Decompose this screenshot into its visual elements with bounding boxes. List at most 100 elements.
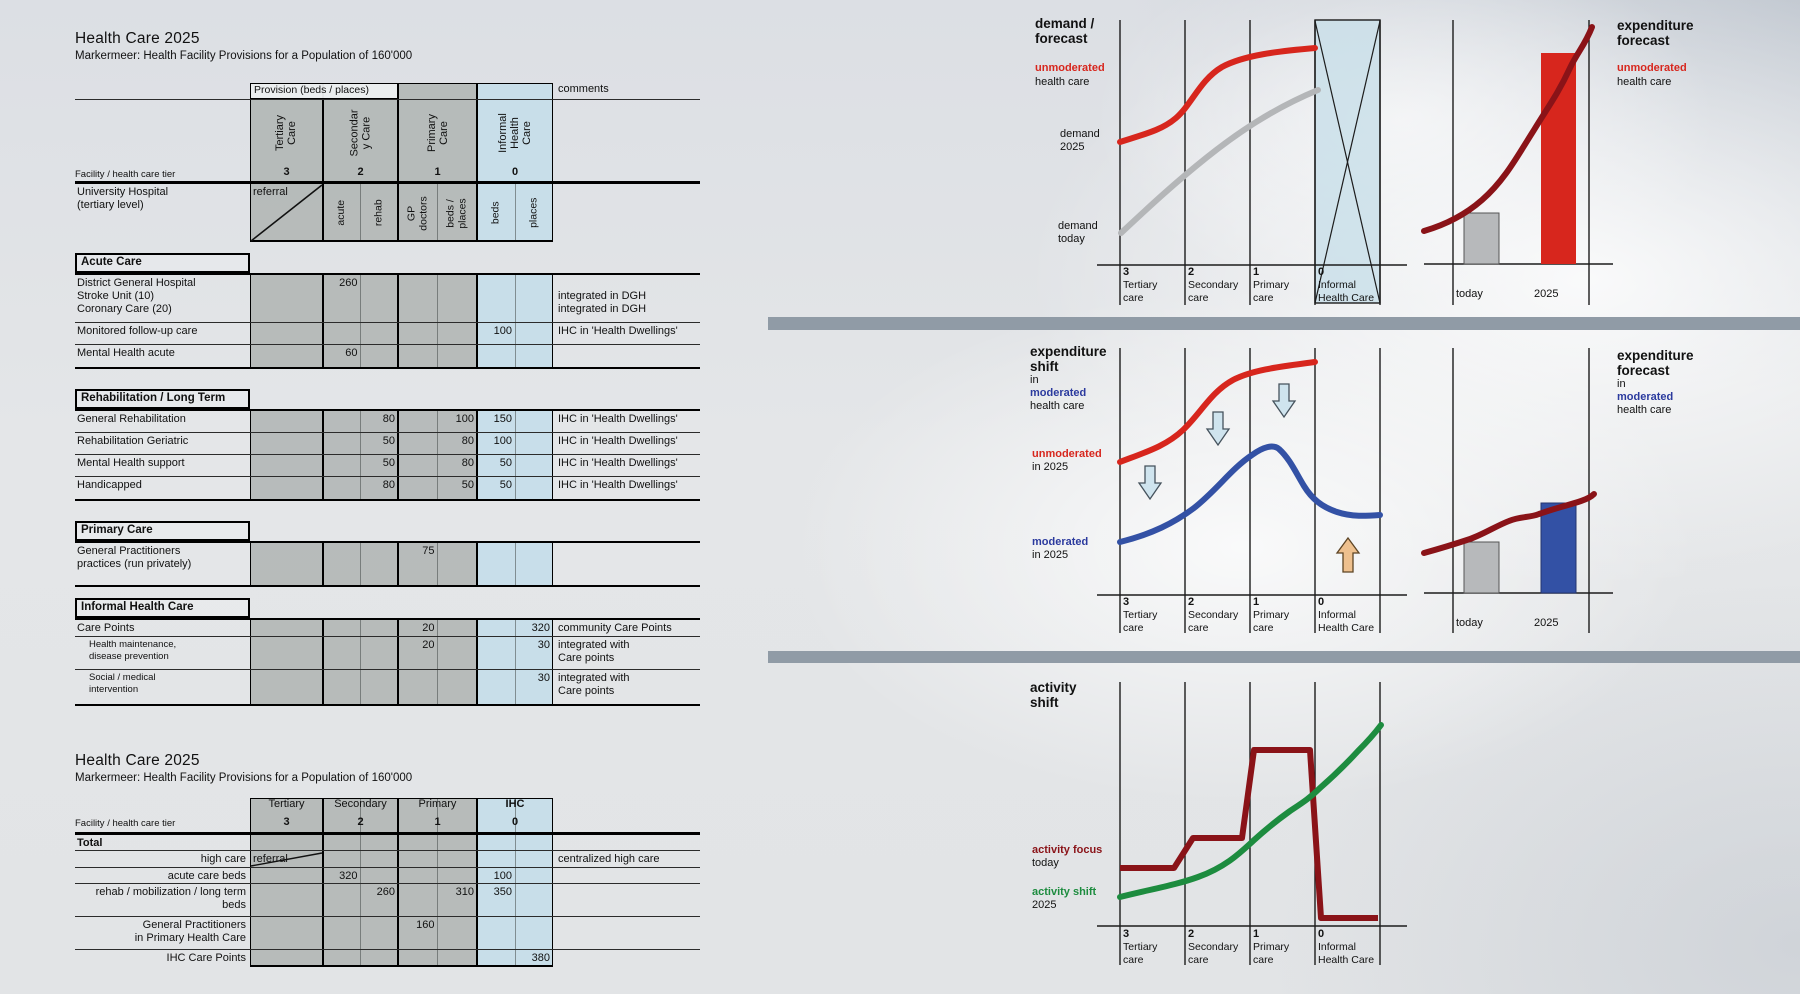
activity-chart-title: activity shift — [1030, 680, 1077, 710]
demand-legend-unmoderated: unmoderated — [1035, 62, 1105, 74]
tick-secondary: 2 Secondary care — [1188, 596, 1239, 634]
tick-informal: 0 Informal Health Care — [1318, 928, 1375, 966]
table1-subtitle: Markermeer: Health Facility Provisions f… — [75, 50, 413, 62]
t2-col-ihc: IHC — [505, 798, 525, 810]
bar-today — [1463, 541, 1500, 594]
demand-2025-curve — [1117, 45, 1318, 145]
tick-tertiary: 3 Tertiary care — [1123, 596, 1158, 634]
table2-body: Total high care referral centralized hig… — [75, 835, 700, 967]
down-arrow-icon — [1137, 465, 1163, 501]
col-primary-care: Primary Care — [425, 114, 450, 152]
subcol-ihc-places: places — [527, 197, 540, 229]
tick-informal: 0 Informal Health Care — [1318, 266, 1375, 304]
section-primary-care: Primary Care — [75, 521, 250, 541]
table-row: IHC Care Points 380 — [166, 952, 550, 964]
activity-focus-step-line — [1120, 747, 1378, 921]
tier-0: 0 — [511, 166, 519, 178]
expenditure-trend-curve — [1421, 491, 1597, 556]
tier-1: 1 — [434, 166, 441, 178]
section-rehabilitation: Rehabilitation / Long Term — [75, 389, 250, 409]
tick-secondary: 2 Secondary care — [1188, 928, 1239, 966]
tick-informal: 0 Informal Health Care — [1318, 596, 1375, 634]
table-row: Care Points 20 320 community Care Points — [75, 620, 700, 637]
activity-focus-label: activity focus — [1032, 844, 1103, 856]
table-row: Handicapped 80 50 50 IHC in 'Health Dwel… — [77, 479, 678, 491]
tier-2: 2 — [357, 166, 364, 178]
section-informal-health-care: Informal Health Care — [75, 598, 250, 618]
table-row: Mental Health support 50 80 50 IHC in 'H… — [75, 455, 700, 477]
shift-sub-in: in — [1030, 374, 1039, 386]
moderated-2025-label: moderated — [1032, 536, 1089, 548]
table-row: Mental Health acute 60 — [77, 347, 358, 359]
section-acute-care: Acute Care — [75, 253, 250, 273]
exp2-sub-in: in — [1617, 378, 1626, 390]
exp2-sub-healthcare: health care — [1617, 404, 1672, 416]
tick-secondary: 2 Secondary care — [1188, 266, 1239, 304]
table1-title: Health Care 2025 — [75, 30, 200, 47]
exp2-title: expenditure forecast — [1617, 348, 1694, 378]
expenditure-trend-curve — [1421, 24, 1595, 234]
shift-chart-title: expenditure shift — [1030, 344, 1107, 374]
down-arrow-icon — [1205, 411, 1231, 447]
demand-today-curve — [1118, 87, 1321, 236]
down-arrow-icon — [1271, 383, 1297, 419]
t2-facility-tier-label: Facility / health care tier — [75, 818, 176, 829]
t2-col-primary: Primary — [418, 798, 457, 810]
referral-strike-line — [250, 852, 323, 867]
exp1-legend-unmoderated: unmoderated — [1617, 62, 1687, 74]
table-row: high care referral centralized high care — [75, 851, 700, 868]
demand-today-label: demand today — [1058, 220, 1098, 245]
tick-primary: 1 Primary care — [1253, 928, 1290, 966]
table-row: General Practitioners practices (run pri… — [77, 545, 435, 570]
exp1-title: expenditure forecast — [1617, 18, 1694, 48]
expenditure-forecast-chart — [1424, 20, 1613, 305]
bar-today — [1463, 212, 1500, 265]
subcol-acute: acute — [335, 200, 347, 226]
bar-2025 — [1540, 502, 1577, 594]
activity-shift-chart — [1097, 682, 1407, 965]
activity-shift-label: activity shift — [1032, 886, 1097, 898]
exp1-legend-healthcare: health care — [1617, 76, 1672, 88]
subcol-ihc-beds: beds — [489, 201, 502, 225]
shift-sub-moderated: moderated — [1030, 387, 1087, 399]
comments-header: comments — [558, 83, 609, 95]
tick-tertiary: 3 Tertiary care — [1123, 266, 1158, 304]
exp2-sub-moderated: moderated — [1617, 391, 1674, 403]
demand-2025-label: demand 2025 — [1060, 128, 1100, 153]
moderated-2025-curve — [1117, 443, 1383, 545]
tick-primary: 1 Primary care — [1253, 596, 1290, 634]
table1-rehab-block: General Rehabilitation 80 100 150 IHC in… — [75, 409, 700, 501]
table2-subtitle: Markermeer: Health Facility Provisions f… — [75, 772, 413, 784]
col-informal-health-care: Informal Health Care — [497, 113, 533, 153]
unmoderated-2025-curve — [1117, 359, 1318, 465]
table-row: General Practitioners in Primary Health … — [75, 917, 700, 950]
table-row: Monitored follow-up care 100 IHC in 'Hea… — [75, 323, 700, 345]
expenditure-shift-chart — [1097, 348, 1407, 633]
table1-header: Provision (beds / places) comments Terti… — [75, 83, 700, 184]
tier-3: 3 — [283, 166, 290, 178]
subcol-rehab: rehab — [372, 199, 385, 227]
header-spacer — [75, 83, 250, 99]
table-row: General Rehabilitation 80 100 150 IHC in… — [75, 411, 700, 433]
activity-shift-curve — [1117, 722, 1384, 900]
table-row: Social / medical intervention 30 integra… — [89, 672, 630, 697]
shift-sub-healthcare: health care — [1030, 400, 1085, 412]
referral-cell: referral — [250, 184, 323, 242]
subcol-gp-doctors: GP doctors — [405, 195, 429, 231]
table-row: acute care beds 320 100 — [75, 868, 700, 884]
table-row: Rehabilitation Geriatric 50 80 100 IHC i… — [75, 433, 700, 455]
table-row: District General Hospital Stroke Unit (1… — [75, 275, 700, 323]
table2-title: Health Care 2025 — [75, 752, 200, 769]
table2-header: Tertiary Secondary Primary IHC Facility … — [75, 798, 700, 835]
exp1-xlabel-2025: 2025 — [1534, 288, 1559, 300]
col-secondary-care: Secondar y Care — [348, 109, 373, 157]
table1-acute-block: District General Hospital Stroke Unit (1… — [75, 273, 700, 369]
university-hospital-label: University Hospital (tertiary level) — [77, 186, 169, 211]
exp1-xlabel-today: today — [1456, 288, 1483, 300]
tick-primary: 1 Primary care — [1253, 266, 1290, 304]
table-row: rehab / mobilization / long term beds 26… — [75, 884, 700, 917]
divider-bar-bottom — [768, 651, 1800, 663]
demand-legend-healthcare: health care — [1035, 76, 1090, 88]
